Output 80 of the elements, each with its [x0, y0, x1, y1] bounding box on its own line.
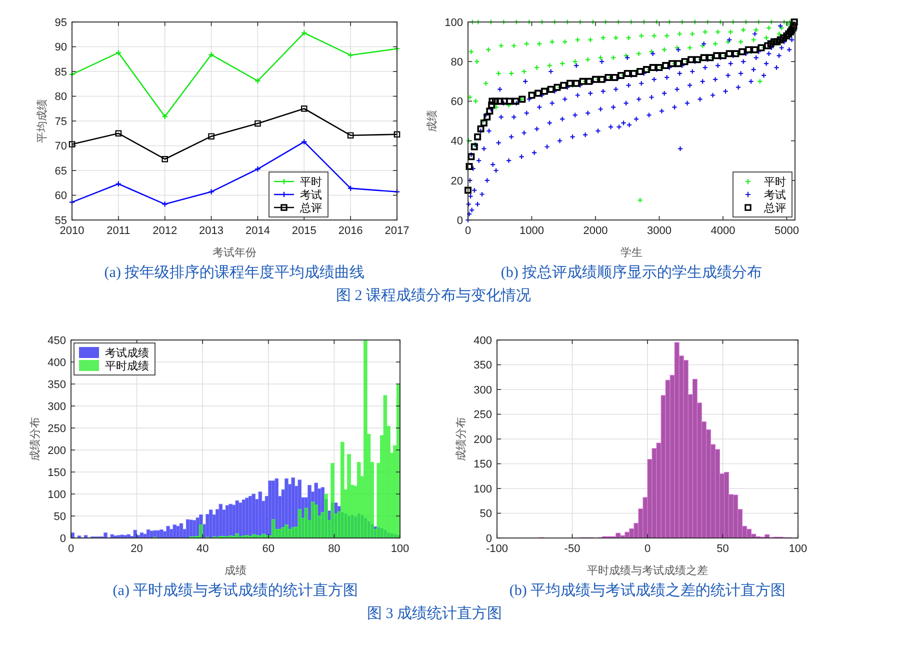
- y-tick-label: 40: [450, 136, 463, 148]
- x-tick-label: 2013: [199, 224, 224, 237]
- y-tick-label: 100: [48, 488, 66, 501]
- legend-label: 考试: [300, 188, 322, 202]
- y-tick-label: 100: [474, 483, 492, 496]
- x-tick-label: -100: [486, 542, 508, 555]
- y-tick-label: 55: [54, 214, 67, 227]
- x-tick-label: 2012: [152, 224, 178, 237]
- x-tick-label: 80: [328, 542, 340, 555]
- legend-label: 平时成绩: [105, 359, 149, 372]
- x-tick-label: 2000: [583, 224, 608, 237]
- y-tick-label: 0: [60, 532, 66, 545]
- legend-label: 总评: [763, 201, 786, 214]
- legend-label: 平时: [764, 175, 786, 188]
- x-tick-label: 100: [788, 542, 808, 555]
- y-tick-label: 60: [54, 190, 67, 202]
- x-tick-label: 4000: [710, 224, 736, 237]
- x-tick-label: 0: [464, 224, 472, 237]
- y-tick-label: 250: [48, 422, 66, 435]
- x-tick-label: 0: [644, 542, 651, 555]
- x-tick-label: 2011: [106, 224, 130, 237]
- y-tick-label: 200: [48, 444, 66, 457]
- x-tick-label: 100: [390, 542, 410, 555]
- x-tick-label: 2017: [384, 224, 410, 237]
- y-tick-label: 0: [486, 532, 492, 545]
- x-tick-label: 50: [716, 542, 729, 555]
- x-tick-label: 5000: [774, 224, 799, 237]
- y-tick-label: 400: [48, 356, 66, 369]
- y-tick-label: 60: [450, 96, 463, 108]
- y-tick-label: 200: [474, 434, 492, 446]
- legend-label: 总评: [299, 201, 322, 214]
- y-axis-title: 成绩: [426, 110, 439, 132]
- text: (a) 平时成绩与考试成绩的统计直方图: [112, 582, 358, 599]
- y-axis-title: 成绩分布: [28, 417, 42, 461]
- y-tick-label: 95: [54, 16, 67, 29]
- x-tick-label: 40: [196, 542, 209, 555]
- text: (b) 平均成绩与考试成绩之差的统计直方图: [509, 582, 786, 599]
- y-tick-label: 20: [450, 175, 463, 188]
- y-tick-label: 350: [48, 378, 66, 391]
- y-tick-label: 150: [48, 466, 66, 479]
- y-tick-label: 100: [444, 16, 463, 29]
- y-axis-title: 成绩分布: [454, 417, 468, 461]
- x-axis-title: 考试年份: [212, 246, 256, 259]
- y-tick-label: 50: [480, 508, 492, 520]
- legend-label: 考试: [764, 188, 786, 202]
- x-tick-label: 20: [130, 542, 143, 555]
- y-tick-label: 80: [450, 56, 463, 68]
- y-tick-label: 80: [54, 91, 67, 104]
- x-tick-label: 3000: [646, 224, 672, 237]
- y-tick-label: 400: [474, 334, 492, 347]
- y-tick-label: 90: [54, 42, 67, 54]
- x-tick-label: 1000: [520, 224, 544, 237]
- y-tick-label: 150: [474, 458, 492, 471]
- y-axis-title: 平均成绩: [36, 99, 49, 143]
- x-tick-label: 2015: [292, 224, 316, 237]
- x-tick-label: 60: [262, 542, 275, 555]
- y-tick-label: 300: [474, 384, 492, 396]
- caption: 图 2 课程成绩分布与变化情况: [336, 287, 531, 304]
- text: (a) 按年级排序的课程年度平均成绩曲线: [104, 264, 365, 281]
- x-tick-label: 2016: [338, 224, 363, 237]
- y-tick-label: 450: [48, 334, 66, 347]
- x-tick-label: 2010: [60, 224, 84, 237]
- y-tick-label: 65: [54, 165, 67, 178]
- x-tick-label: 2014: [245, 224, 270, 237]
- x-axis-title: 平时成绩与考试成绩之差: [587, 564, 708, 577]
- x-axis-title: 成绩: [224, 564, 246, 577]
- y-tick-label: 85: [54, 66, 67, 78]
- x-tick-label: -50: [564, 542, 580, 555]
- y-tick-label: 50: [54, 510, 66, 523]
- y-tick-label: 70: [54, 140, 67, 153]
- x-axis-title: 学生: [620, 246, 642, 259]
- y-tick-label: 300: [48, 400, 66, 413]
- y-tick-label: 75: [54, 116, 67, 128]
- text: (b) 按总评成绩顺序显示的学生成绩分布: [500, 264, 762, 281]
- y-tick-label: 0: [456, 214, 463, 227]
- caption: 图 3 成绩统计直方图: [367, 605, 502, 622]
- legend-label: 考试成绩: [105, 346, 149, 360]
- y-tick-label: 250: [474, 409, 492, 422]
- y-tick-label: 350: [474, 360, 492, 372]
- legend-label: 平时: [300, 175, 322, 188]
